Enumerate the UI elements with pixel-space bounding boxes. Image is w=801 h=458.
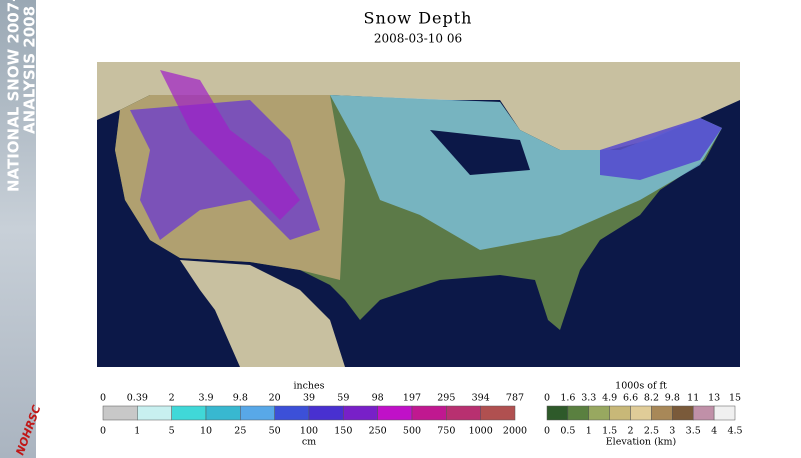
legend-swatch [137,405,172,421]
subtitle: 2008-03-10 06 [374,32,462,46]
canada [97,62,740,150]
legend-bottom-title: cm [302,437,316,448]
legend-top-label: 787 [506,393,524,404]
legend-swatch [411,405,447,421]
legend-top-label: 15 [729,393,741,404]
legend-bottom-label: 250 [369,426,387,437]
legend-bottom-label: 1 [586,426,592,437]
legend-bottom-label: 2.5 [644,426,659,437]
legend-swatch [171,405,207,421]
legend-bottom-label: 2 [628,426,634,437]
legend-swatch [692,405,715,421]
legend-bottom-label: 150 [334,426,352,437]
legend-swatch [480,405,516,421]
legend-top-label: 6.6 [623,393,638,404]
snow-rockies [160,70,300,220]
legend-top-label: 8.2 [644,393,659,404]
legend-bottom-label: 0 [544,426,550,437]
legend-bottom-label: 0.5 [560,426,575,437]
map [97,62,740,367]
sidebar-line2: ANALYSIS 2008 [21,6,39,134]
legend-bottom-label: 4.5 [727,426,742,437]
legend-top-label: 0 [544,393,550,404]
legend-swatch [205,405,241,421]
legend-top-label: 98 [372,393,384,404]
legend-top-label: 4.9 [602,393,617,404]
legend-swatch [672,405,694,421]
legend-top-label: 197 [403,393,421,404]
mexico [180,260,345,367]
legend-top-label: 59 [337,393,349,404]
legend-bottom-label: 1 [134,426,140,437]
legend-bottom-label: 0 [100,426,106,437]
legend-swatch [588,405,610,421]
great-lakes [430,130,530,175]
legend-swatch [240,405,275,421]
legend-swatch [343,405,378,421]
legend-bottom-label: 25 [234,426,246,437]
legend-swatch [446,405,481,421]
legend-bottom-label: 10 [200,426,212,437]
legend-bottom-label: 1000 [469,426,493,437]
legend-swatch [609,405,631,421]
legend-swatch [567,405,590,421]
legend-top-label: 1.6 [560,393,575,404]
legend-top-label: 3.3 [581,393,596,404]
legend-top-label: 2 [169,393,175,404]
legend-top-label: 295 [437,393,455,404]
legend-bottom-label: 3 [669,426,675,437]
legend-swatch [308,405,344,421]
legend-swatch [377,405,413,421]
legend-bottom-label: 500 [403,426,421,437]
legend-bottom-label: 1.5 [602,426,617,437]
legend-top-label: 13 [708,393,720,404]
legend-top-title: 1000s of ft [615,381,667,392]
legend-bottom-label: 50 [269,426,281,437]
legend-bottom-label: 4 [711,426,717,437]
legend-bottom-label: 100 [300,426,318,437]
legend-bottom-label: 3.5 [686,426,701,437]
legend-swatch [713,405,736,421]
legend-top-label: 3.9 [198,393,213,404]
legend-bottom-label: 5 [169,426,175,437]
snow-north [330,95,722,250]
title: Snow Depth [364,9,473,28]
legend-top-label: 9.8 [665,393,680,404]
legend-top-label: 11 [687,393,699,404]
snow-northeast [600,118,722,180]
sidebar [0,0,36,458]
legend-top-label: 394 [472,393,490,404]
legend-bottom-label: 2000 [503,426,527,437]
legend-swatch [546,405,569,421]
legend-top-label: 20 [269,393,281,404]
legend-top-label: 39 [303,393,315,404]
legend-top-title: inches [293,381,324,392]
legend-top-label: 9.8 [233,393,248,404]
legend-top-label: 0.39 [127,393,148,404]
legend-bottom-title: Elevation (km) [606,437,677,448]
legend-swatch [630,405,652,421]
legend-swatch [651,405,673,421]
legend-bottom-label: 750 [437,426,455,437]
legend-swatch [274,405,310,421]
legend-swatch [102,405,138,421]
legend-top-label: 0 [100,393,106,404]
sidebar-line1: NATIONAL SNOW 2007- [5,0,23,192]
